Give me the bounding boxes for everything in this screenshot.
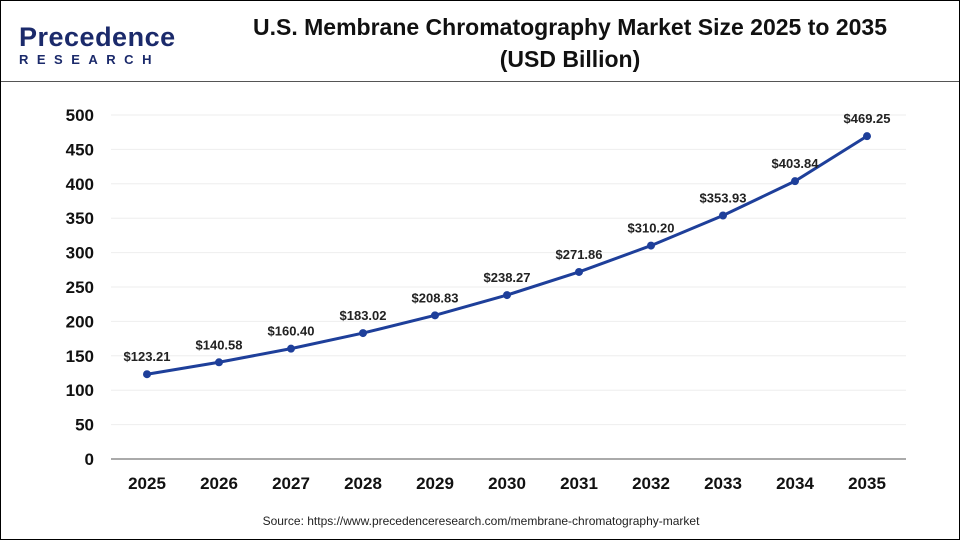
- data-point: [143, 370, 151, 379]
- y-tick-label: 100: [66, 381, 94, 400]
- x-tick-label: 2033: [704, 474, 742, 493]
- data-label: $140.58: [196, 337, 243, 352]
- data-point: [719, 211, 727, 220]
- y-tick-label: 50: [75, 416, 94, 435]
- y-tick-label: 0: [85, 450, 94, 469]
- data-point: [359, 329, 367, 338]
- source-text: Source: https://www.precedenceresearch.c…: [262, 514, 700, 528]
- y-tick-label: 200: [66, 312, 94, 331]
- y-tick-label: 500: [66, 106, 94, 125]
- x-tick-label: 2032: [632, 474, 670, 493]
- x-tick-label: 2035: [848, 474, 886, 493]
- x-tick-label: 2034: [776, 474, 814, 493]
- data-point: [575, 267, 583, 276]
- chart-title: U.S. Membrane Chromatography Market Size…: [201, 11, 939, 75]
- logo-text-bottom: RESEARCH: [19, 52, 160, 67]
- data-label: $123.21: [124, 349, 171, 364]
- x-tick-label: 2030: [488, 474, 526, 493]
- title-line-2: (USD Billion): [499, 46, 641, 72]
- y-tick-label: 150: [66, 347, 94, 366]
- data-point: [791, 177, 799, 186]
- data-point: [287, 344, 295, 353]
- data-point: [215, 358, 223, 367]
- data-label: $403.84: [772, 156, 820, 171]
- data-label: $238.27: [484, 270, 531, 285]
- x-tick-label: 2031: [560, 474, 598, 493]
- x-tick-label: 2026: [200, 474, 238, 493]
- x-tick-label: 2029: [416, 474, 454, 493]
- x-tick-label: 2025: [128, 474, 166, 493]
- y-tick-label: 350: [66, 209, 94, 228]
- header: Precedence RESEARCH U.S. Membrane Chroma…: [1, 1, 959, 82]
- x-tick-label: 2027: [272, 474, 310, 493]
- data-point: [503, 291, 511, 300]
- title-line-1: U.S. Membrane Chromatography Market Size…: [253, 14, 887, 40]
- data-label: $353.93: [700, 190, 747, 205]
- data-label: $310.20: [628, 221, 675, 236]
- data-label: $469.25: [844, 111, 891, 126]
- x-tick-label: 2028: [344, 474, 382, 493]
- y-tick-label: 400: [66, 175, 94, 194]
- logo-text-top: Precedence: [19, 22, 176, 52]
- series-line: [146, 134, 868, 376]
- y-tick-label: 300: [66, 244, 94, 263]
- data-label: $183.02: [340, 308, 387, 323]
- data-point: [863, 132, 871, 141]
- y-tick-label: 450: [66, 140, 94, 159]
- data-label: $271.86: [556, 247, 603, 262]
- data-point: [647, 241, 655, 250]
- y-tick-label: 250: [66, 278, 94, 297]
- precedence-research-logo: Precedence RESEARCH: [19, 23, 176, 67]
- data-label: $208.83: [412, 290, 459, 305]
- data-label: $160.40: [268, 324, 315, 339]
- data-point: [431, 311, 439, 320]
